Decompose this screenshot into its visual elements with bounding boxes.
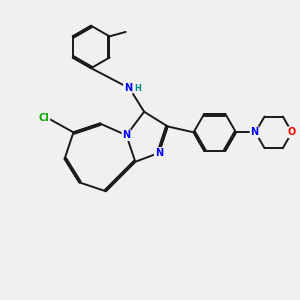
- Text: H: H: [134, 84, 141, 93]
- Text: N: N: [124, 83, 132, 93]
- Text: N: N: [155, 148, 163, 158]
- Text: Cl: Cl: [39, 112, 50, 123]
- Text: O: O: [288, 127, 296, 137]
- Text: N: N: [250, 127, 259, 137]
- Text: N: N: [122, 130, 130, 140]
